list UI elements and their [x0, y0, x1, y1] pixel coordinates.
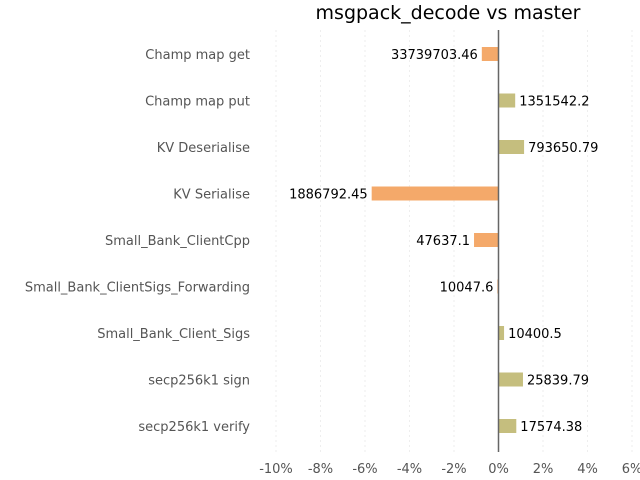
data-label: 47637.1	[416, 234, 470, 249]
bars	[371, 47, 525, 433]
category-label: KV Serialise	[173, 188, 250, 203]
x-tick-label: 6%	[622, 462, 640, 477]
x-tick-label: 0%	[488, 462, 509, 477]
bar	[498, 419, 517, 433]
data-label: 1886792.45	[289, 188, 368, 203]
data-label: 10400.5	[508, 327, 562, 342]
category-label: Small_Bank_ClientSigs_Forwarding	[25, 281, 250, 296]
data-label: 793650.79	[528, 141, 598, 156]
data-label: 1351542.2	[519, 95, 589, 110]
category-label: Champ map get	[145, 48, 250, 63]
data-labels: 33739703.46 1351542.2 793650.79 1886792.45 4…	[289, 48, 598, 435]
grid	[275, 30, 633, 452]
x-tick-label: 2%	[533, 462, 554, 477]
bar	[498, 140, 525, 154]
x-tick-label: -2%	[441, 462, 466, 477]
category-label: KV Deserialise	[157, 141, 250, 156]
bar	[371, 186, 499, 201]
data-label: 33739703.46	[391, 48, 478, 63]
bar	[498, 372, 523, 387]
category-label: Small_Bank_ClientCpp	[105, 234, 250, 249]
x-tick-label: -8%	[308, 462, 333, 477]
bar	[474, 233, 499, 247]
category-label: secp256k1 verify	[138, 420, 250, 435]
category-label: Small_Bank_Client_Sigs	[97, 327, 250, 342]
chart-title: msgpack_decode vs master	[316, 2, 581, 24]
data-label: 25839.79	[527, 374, 589, 389]
data-label: 17574.38	[520, 420, 582, 435]
bar	[498, 93, 516, 108]
x-tick-label: -4%	[397, 462, 422, 477]
x-axis-ticks: -10% -8% -6% -4% -2% 0% 2% 4% 6%	[259, 462, 640, 477]
data-label: 10047.6	[440, 281, 494, 296]
x-tick-label: -6%	[352, 462, 377, 477]
category-label: Champ map put	[145, 95, 250, 110]
x-tick-label: 4%	[577, 462, 598, 477]
category-labels: Champ map get Champ map put KV Deserialise…	[25, 48, 250, 435]
bar	[498, 326, 505, 340]
x-tick-label: -10%	[259, 462, 293, 477]
category-label: secp256k1 sign	[148, 374, 250, 389]
bar	[481, 47, 499, 61]
